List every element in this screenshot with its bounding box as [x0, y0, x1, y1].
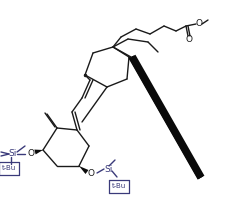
Text: O: O [195, 20, 202, 28]
Text: t-Bu: t-Bu [111, 183, 126, 189]
Text: t-Bu: t-Bu [2, 165, 16, 171]
Polygon shape [34, 150, 43, 154]
Text: Si: Si [104, 165, 113, 174]
Text: O: O [185, 35, 192, 45]
Text: Si: Si [9, 149, 17, 158]
Text: O: O [87, 170, 94, 179]
Text: O: O [27, 149, 34, 158]
Polygon shape [79, 166, 88, 174]
